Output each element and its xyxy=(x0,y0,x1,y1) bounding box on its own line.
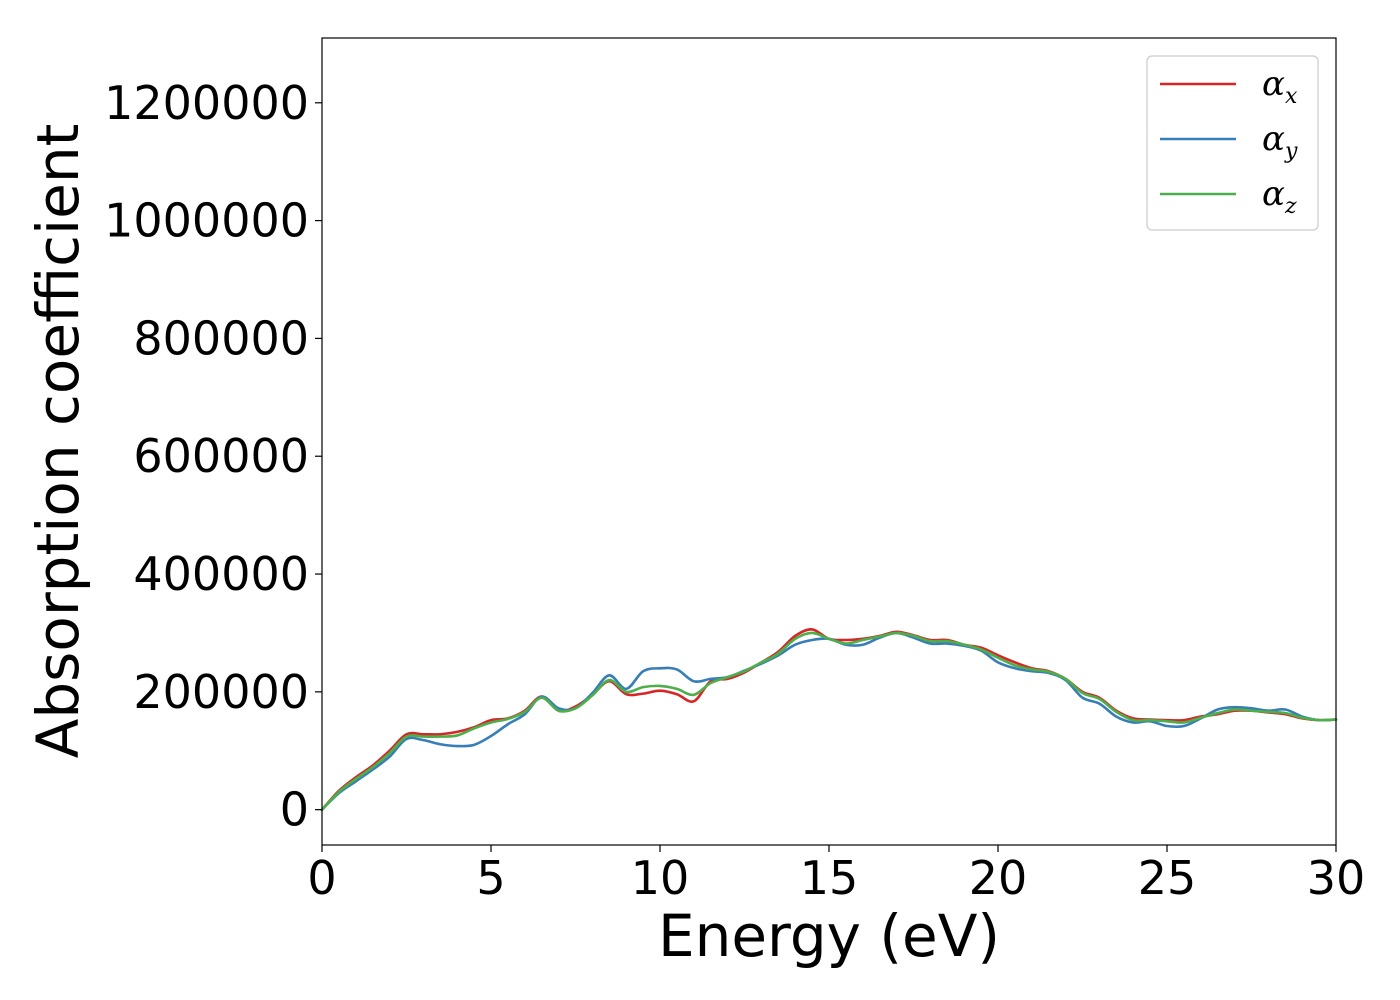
x-tick-label: 5 xyxy=(476,851,505,905)
y-tick-label: 1000000 xyxy=(104,194,309,248)
x-axis-title: Energy (eV) xyxy=(658,902,1000,970)
x-tick-label: 20 xyxy=(969,851,1028,905)
y-tick-label: 0 xyxy=(280,783,309,837)
y-tick-label: 800000 xyxy=(133,311,309,365)
x-tick-label: 15 xyxy=(800,851,859,905)
x-axis: 0 5 10 15 20 25 30 xyxy=(307,845,1365,905)
y-axis-title: Absorption coefficient xyxy=(24,124,92,759)
x-tick-label: 10 xyxy=(631,851,690,905)
y-tick-label: 200000 xyxy=(133,665,309,719)
legend-symbol: α xyxy=(1262,119,1285,159)
y-tick-label: 600000 xyxy=(133,429,309,483)
legend-label-z: αz xyxy=(1262,174,1297,219)
y-axis: 0 200000 400000 600000 800000 1000000 1200000 xyxy=(104,76,322,837)
legend-subscript: x xyxy=(1285,84,1298,109)
legend-symbol: α xyxy=(1262,64,1285,104)
legend-subscript: y xyxy=(1284,139,1298,164)
series-line-z xyxy=(320,631,1338,811)
x-tick-label: 30 xyxy=(1307,851,1366,905)
legend-box xyxy=(1146,55,1319,231)
legend-symbol: α xyxy=(1262,174,1285,214)
series-layer xyxy=(320,628,1338,811)
legend-subscript: z xyxy=(1284,194,1297,219)
legend-label-x: αx xyxy=(1262,64,1298,109)
y-tick-label: 1200000 xyxy=(104,76,309,130)
x-tick-label: 25 xyxy=(1138,851,1197,905)
legend-label-y: αy xyxy=(1262,119,1298,164)
series-line-x xyxy=(320,628,1338,811)
x-tick-label: 0 xyxy=(307,851,336,905)
y-tick-label: 400000 xyxy=(133,547,309,601)
